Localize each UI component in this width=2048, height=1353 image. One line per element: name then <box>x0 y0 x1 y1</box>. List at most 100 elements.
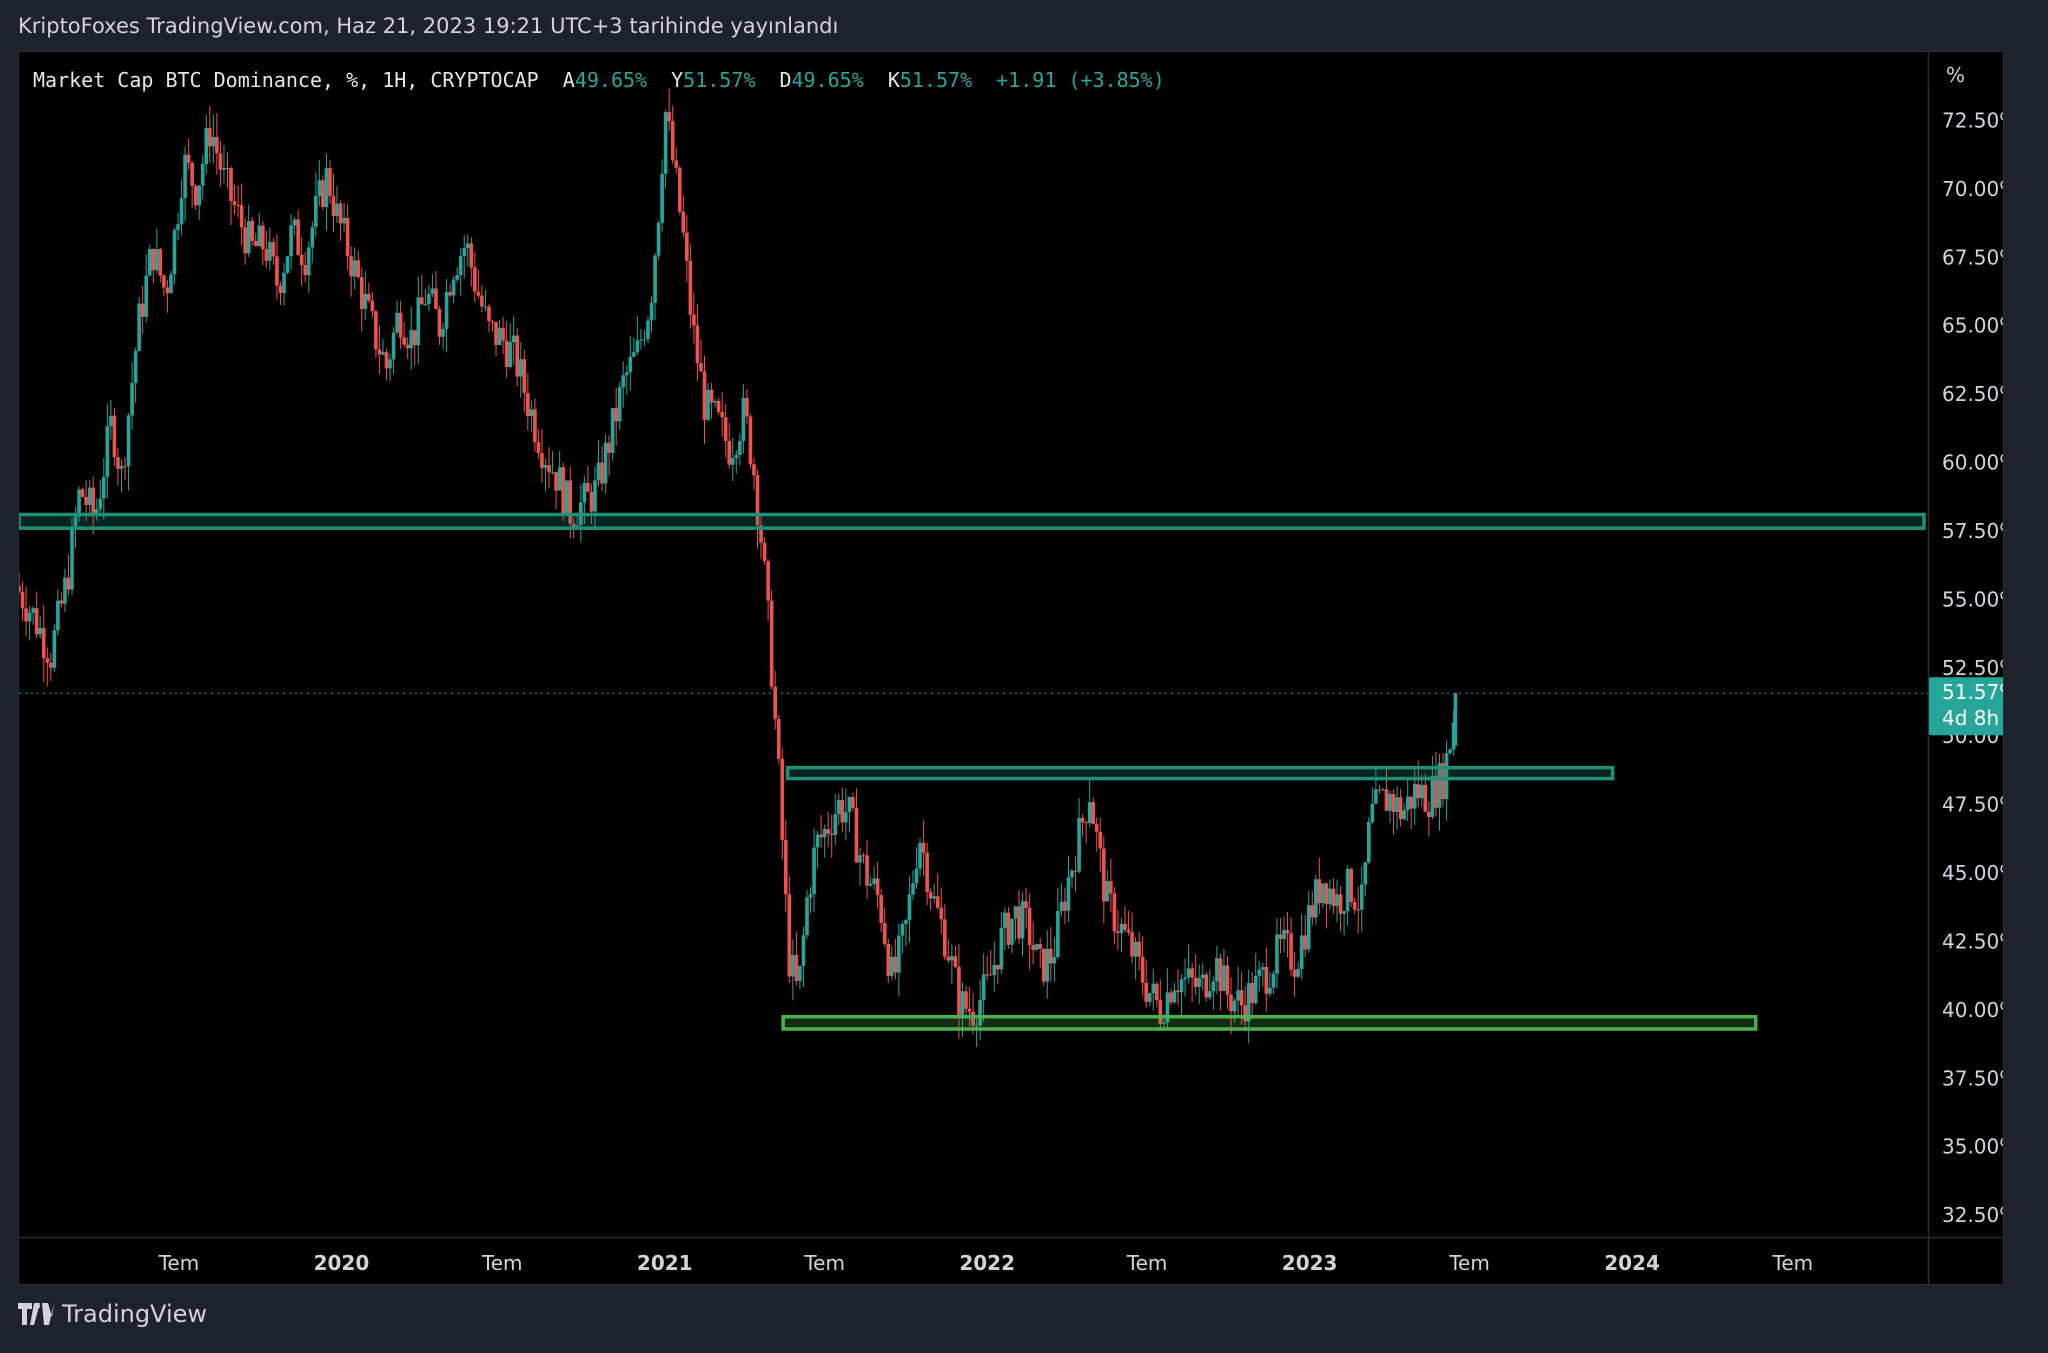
candle-body <box>1017 906 1021 939</box>
candle-body <box>123 465 127 467</box>
candle-body <box>1077 817 1081 872</box>
candle-body <box>985 974 989 976</box>
candle-body <box>624 372 629 376</box>
price-tick-label: 70.00% <box>1942 177 2003 201</box>
candle-body <box>264 249 269 261</box>
footer-branding[interactable]: TradingView <box>18 1300 207 1328</box>
candle-body <box>953 956 958 967</box>
candle-body <box>547 464 551 473</box>
candle-body <box>77 489 81 517</box>
candle-body <box>458 256 463 276</box>
last-price-countdown: 4d 8h <box>1942 706 1999 730</box>
candle-body <box>723 417 728 441</box>
candle-body <box>1098 831 1103 849</box>
candle-body <box>1179 979 1184 993</box>
candle-body <box>978 999 982 1026</box>
candle-body <box>441 329 445 337</box>
candle-body <box>271 242 276 257</box>
candle-body <box>430 288 435 294</box>
candle-body <box>1261 967 1265 970</box>
candle-body <box>967 1008 972 1012</box>
time-tick-label: Tem <box>1126 1251 1168 1275</box>
candle-body <box>639 339 643 341</box>
candle-body <box>497 327 502 345</box>
legend-close-value: 51.57% <box>899 68 973 92</box>
candle-body <box>1296 968 1300 977</box>
candle-body <box>34 608 39 635</box>
candle-body <box>741 397 746 442</box>
candle-body <box>451 279 456 296</box>
time-tick-label: Tem <box>1448 1251 1490 1275</box>
candle-body <box>183 154 187 199</box>
candle-body <box>1317 879 1322 904</box>
candle-body <box>483 306 488 308</box>
candle-body <box>1264 967 1269 994</box>
candle-body <box>412 330 417 346</box>
time-tick-label: 2024 <box>1604 1251 1660 1275</box>
candle-body <box>1084 822 1088 824</box>
candle-body <box>1381 789 1385 791</box>
candle-body <box>706 389 710 420</box>
candle-body <box>87 487 92 505</box>
candle-body <box>1324 883 1329 905</box>
candle-body <box>738 441 742 456</box>
legend-high-value: 51.57% <box>683 68 756 92</box>
candle-body <box>840 799 845 823</box>
candle-body <box>1010 918 1014 945</box>
candle-body <box>1116 931 1120 934</box>
candle-body <box>1066 877 1071 911</box>
candle-body <box>144 275 149 317</box>
candle-body <box>1374 789 1378 804</box>
candlestick-chart[interactable]: %75.00%72.50%70.00%67.50%65.00%62.50%60.… <box>19 52 2003 1284</box>
candle-body <box>1133 941 1138 957</box>
candle-body <box>476 291 481 296</box>
candle-body <box>971 1011 975 1026</box>
candle-body <box>918 842 922 869</box>
candle-body <box>709 389 714 403</box>
candle-body <box>957 966 961 1018</box>
candle-body <box>1328 888 1332 905</box>
time-tick-label: Tem <box>481 1251 523 1275</box>
candle-body <box>1147 993 1152 1002</box>
candle-body <box>600 462 604 484</box>
candle-body <box>815 834 820 848</box>
candle-body <box>250 220 255 241</box>
candle-body <box>303 265 308 276</box>
candle-body <box>720 411 724 418</box>
chart-area[interactable]: %75.00%72.50%70.00%67.50%65.00%62.50%60.… <box>18 51 2004 1285</box>
candle-body <box>215 136 219 154</box>
candle-body <box>614 408 618 422</box>
candle-body <box>292 219 297 226</box>
candle-body <box>851 797 855 808</box>
candle-body <box>395 312 399 333</box>
candle-body <box>702 371 707 420</box>
candle-body <box>759 525 763 543</box>
candle-body <box>557 467 562 491</box>
candle-body <box>939 907 944 920</box>
candle-body <box>1289 933 1293 970</box>
candle-body <box>465 243 470 249</box>
candle-body <box>628 356 633 373</box>
candle-body <box>865 855 869 886</box>
price-tick-label: 72.50% <box>1942 108 2003 132</box>
candle-body <box>208 127 212 147</box>
candle-body <box>391 332 396 360</box>
price-tick-label: 32.50% <box>1942 1203 2003 1227</box>
candle-body <box>1370 803 1375 822</box>
candle-body <box>253 240 258 247</box>
candle-body <box>137 303 141 351</box>
candle-body <box>1119 923 1124 934</box>
candle-body <box>1268 987 1272 994</box>
candle-body <box>1020 901 1025 939</box>
candle-body <box>1003 912 1007 928</box>
legend-close-label: K <box>887 68 900 92</box>
candle-body <box>73 516 78 530</box>
candle-body <box>783 839 788 895</box>
candle-body <box>1112 893 1117 932</box>
candle-body <box>1048 948 1053 964</box>
candle-body <box>356 260 361 278</box>
candle-body <box>1105 881 1110 902</box>
candle-body <box>314 195 318 228</box>
candle-body <box>582 482 587 503</box>
candle-body <box>1303 935 1308 950</box>
